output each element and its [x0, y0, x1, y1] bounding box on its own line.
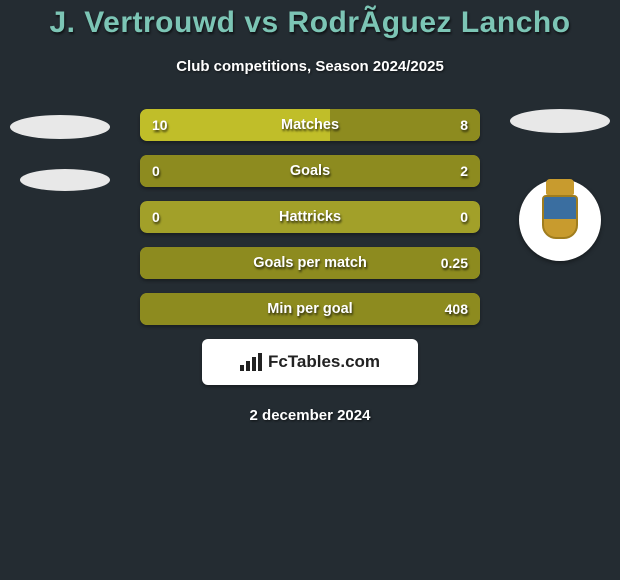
page-title: J. Vertrouwd vs RodrÃ­guez Lancho — [0, 0, 620, 40]
barchart-icon — [240, 353, 262, 371]
stat-bar: Matches10 8 — [140, 109, 480, 141]
avatar-shape — [10, 115, 110, 139]
subtitle: Club competitions, Season 2024/2025 — [0, 58, 620, 75]
bar-label: Goals — [140, 155, 480, 187]
player-left-avatar — [10, 109, 110, 194]
bar-value-right: 408 — [445, 293, 468, 325]
logo-box: FcTables.com — [202, 339, 418, 385]
bar-label: Matches — [140, 109, 480, 141]
bar-label: Hattricks — [140, 201, 480, 233]
stat-bar: Min per goal408 — [140, 293, 480, 325]
bar-value-right: 0 — [460, 201, 468, 233]
footer-date: 2 december 2024 — [0, 407, 620, 424]
club-crest-right — [510, 165, 610, 265]
bar-value-right: 0.25 — [441, 247, 468, 279]
comparison-infographic: J. Vertrouwd vs RodrÃ­guez Lancho Club c… — [0, 0, 620, 424]
logo-text: FcTables.com — [268, 352, 380, 372]
avatar-shape — [20, 169, 110, 191]
crest-shield — [542, 195, 578, 239]
bar-value-right: 2 — [460, 155, 468, 187]
stat-bar: Goals per match0.25 — [140, 247, 480, 279]
bar-value-left: 10 — [152, 109, 168, 141]
bar-value-left: 0 — [152, 155, 160, 187]
avatar-shape — [510, 109, 610, 133]
bars-area: Matches108Goals02Hattricks00Goals per ma… — [0, 109, 620, 325]
bar-value-left: 0 — [152, 201, 160, 233]
bar-label: Min per goal — [140, 293, 480, 325]
crest-crown — [546, 179, 574, 195]
stat-bar: Goals0 2 — [140, 155, 480, 187]
bar-value-right: 8 — [460, 109, 468, 141]
bar-label: Goals per match — [140, 247, 480, 279]
stat-bar: Hattricks0 0 — [140, 201, 480, 233]
